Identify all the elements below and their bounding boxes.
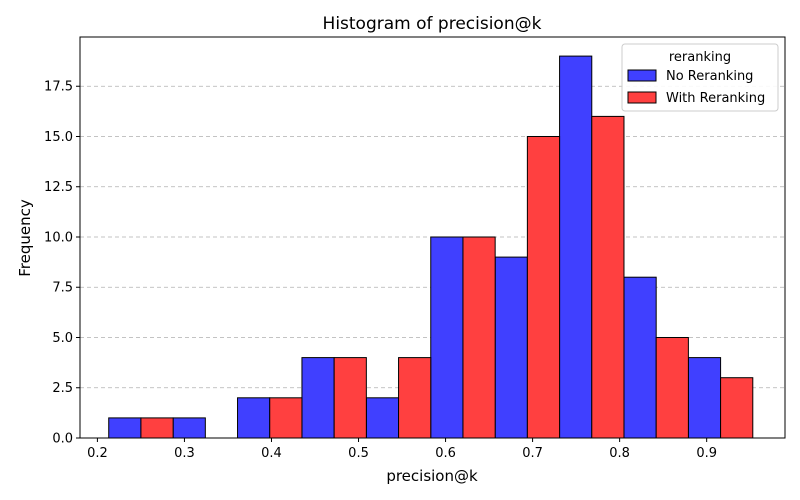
x-tick-label: 0.6 xyxy=(435,446,456,461)
x-tick-label: 0.9 xyxy=(696,446,717,461)
bar-no-reranking xyxy=(687,357,722,439)
x-tick-label: 0.7 xyxy=(522,446,543,461)
y-tick-label: 7.5 xyxy=(52,281,73,296)
legend: reranking No Reranking With Reranking xyxy=(621,43,779,112)
legend-swatch-with-reranking xyxy=(627,91,657,104)
bars xyxy=(108,55,754,439)
bar-no-reranking xyxy=(365,397,400,439)
x-axis: 0.2 0.3 0.4 0.5 0.6 0.7 0.8 0.9 xyxy=(87,438,717,461)
legend-label-with-reranking: With Reranking xyxy=(666,91,765,106)
y-tick-label: 2.5 xyxy=(52,381,73,396)
plot-frame xyxy=(79,36,786,439)
bar-with-reranking xyxy=(398,357,432,439)
x-tick-label: 0.4 xyxy=(261,446,282,461)
x-axis-label: precision@k xyxy=(386,467,478,485)
bar-with-reranking xyxy=(591,115,625,439)
y-axis: 0.0 2.5 5.0 7.5 10.0 12.5 15.0 17.5 xyxy=(44,80,80,447)
bar-no-reranking xyxy=(301,357,335,439)
legend-label-no-reranking: No Reranking xyxy=(666,69,753,84)
x-tick-label: 0.5 xyxy=(348,446,369,461)
bar-no-reranking xyxy=(172,417,206,439)
chart-title: Histogram of precision@k xyxy=(323,14,542,34)
bar-with-reranking xyxy=(720,377,754,439)
bar-no-reranking xyxy=(430,236,464,439)
bar-with-reranking xyxy=(140,417,174,439)
bar-with-reranking xyxy=(526,135,561,439)
bar-with-reranking xyxy=(269,397,303,439)
bar-no-reranking xyxy=(623,276,657,439)
y-tick-label: 15.0 xyxy=(44,130,73,145)
bar-no-reranking xyxy=(494,256,528,439)
y-tick-label: 17.5 xyxy=(44,80,73,95)
legend-title: reranking xyxy=(669,50,731,65)
bar-no-reranking xyxy=(559,55,593,439)
x-tick-label: 0.8 xyxy=(609,446,630,461)
y-tick-label: 5.0 xyxy=(52,331,73,346)
bar-no-reranking xyxy=(108,417,142,439)
bar-with-reranking xyxy=(333,357,367,439)
y-axis-label: Frequency xyxy=(16,199,34,277)
legend-swatch-no-reranking xyxy=(627,69,657,82)
x-tick-label: 0.3 xyxy=(174,446,195,461)
y-tick-label: 0.0 xyxy=(52,432,73,447)
x-tick-label: 0.2 xyxy=(87,446,108,461)
legend-box xyxy=(621,43,779,112)
y-tick-label: 12.5 xyxy=(44,180,73,195)
bar-with-reranking xyxy=(655,336,689,439)
bar-no-reranking xyxy=(237,397,271,439)
y-tick-label: 10.0 xyxy=(44,230,73,245)
bar-with-reranking xyxy=(462,236,496,439)
